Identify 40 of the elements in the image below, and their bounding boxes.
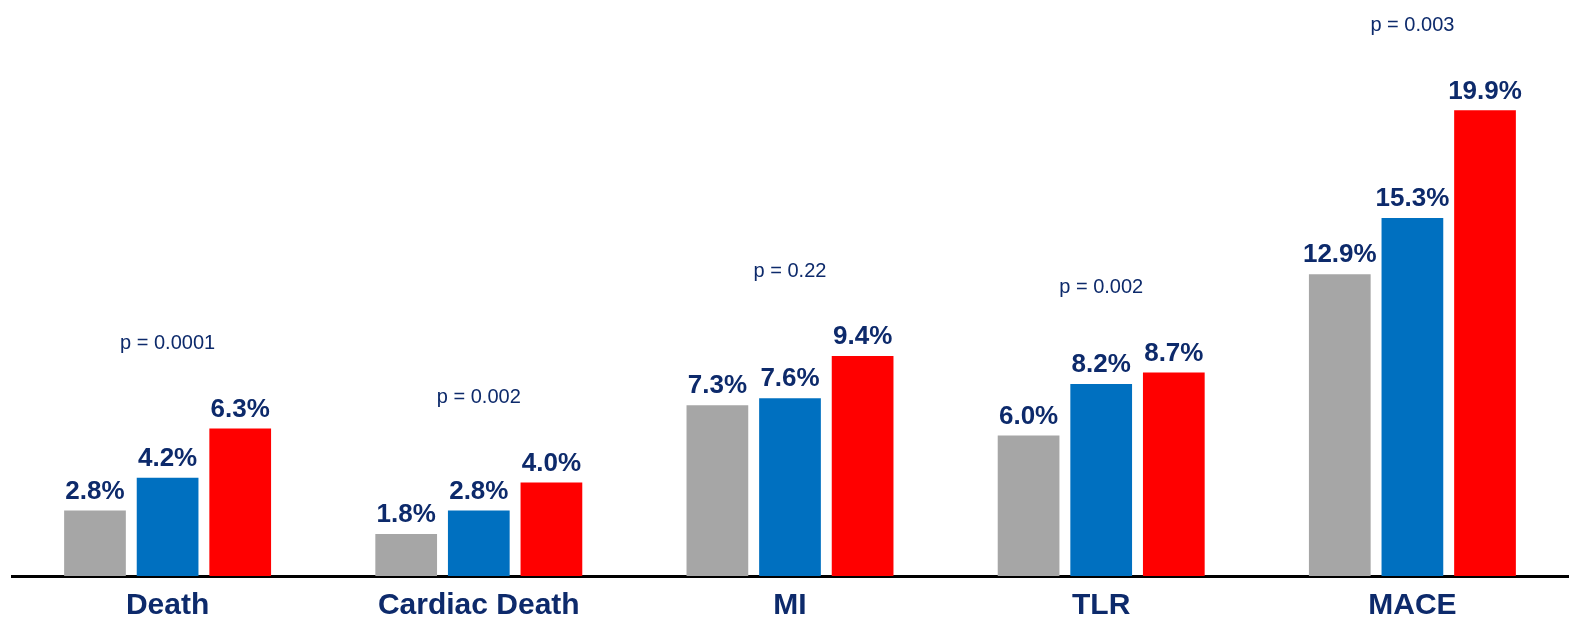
data-label: 1.8% <box>376 498 436 529</box>
bar <box>1142 372 1205 576</box>
annotation: p = 0.002 <box>436 384 521 407</box>
data-label: 12.9% <box>1302 238 1377 269</box>
data-label: 2.8% <box>449 474 509 505</box>
data-label: 2.8% <box>65 474 125 505</box>
data-label: 4.0% <box>521 446 582 477</box>
bar <box>64 510 126 576</box>
bar <box>1070 384 1133 576</box>
annotation: p = 0.0001 <box>120 331 216 354</box>
bar <box>831 356 894 576</box>
bar <box>1308 274 1371 576</box>
x-tick-label: Cardiac Death <box>377 587 580 621</box>
data-label: 19.9% <box>1448 74 1522 105</box>
data-label: 7.3% <box>687 369 748 400</box>
data-label: 8.2% <box>1071 348 1131 379</box>
bar <box>447 510 510 576</box>
annotation: p = 0.22 <box>753 258 827 281</box>
bar <box>1454 110 1516 576</box>
data-label: 15.3% <box>1375 182 1450 213</box>
bar <box>997 435 1060 576</box>
data-label: 4.2% <box>137 441 198 472</box>
x-tick-label: TLR <box>1072 587 1131 621</box>
bar <box>1381 217 1444 576</box>
bar <box>686 405 749 576</box>
x-tick-label: MI <box>773 587 807 621</box>
data-label: 6.0% <box>998 399 1059 430</box>
bar <box>209 428 272 576</box>
bar <box>136 477 199 576</box>
data-label: 6.3% <box>210 392 270 423</box>
bar <box>520 482 583 576</box>
annotation: p = 0.002 <box>1059 274 1144 297</box>
data-label: 7.6% <box>760 362 820 393</box>
data-label: 9.4% <box>832 320 893 351</box>
bar <box>375 533 438 576</box>
text: p = 0.003 <box>1370 12 1455 35</box>
x-tick-label: MACE <box>1368 587 1457 621</box>
bar <box>759 398 821 576</box>
data-label: 8.7% <box>1144 336 1204 367</box>
x-tick-label: Death <box>125 587 210 621</box>
